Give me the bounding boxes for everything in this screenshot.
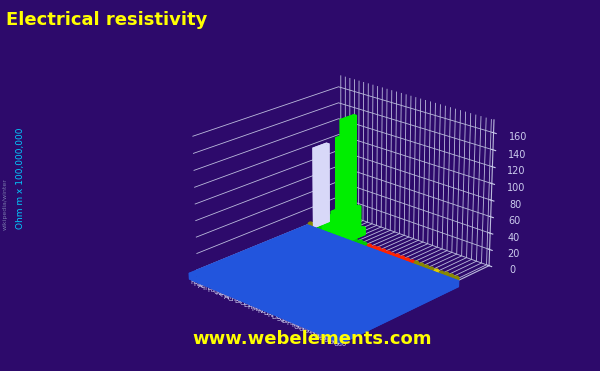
- Text: Ohm m x 100,000,000: Ohm m x 100,000,000: [17, 127, 26, 229]
- Text: www.webelements.com: www.webelements.com: [192, 331, 432, 348]
- Text: wikipedia/winter: wikipedia/winter: [3, 178, 8, 230]
- Text: Electrical resistivity: Electrical resistivity: [6, 11, 208, 29]
